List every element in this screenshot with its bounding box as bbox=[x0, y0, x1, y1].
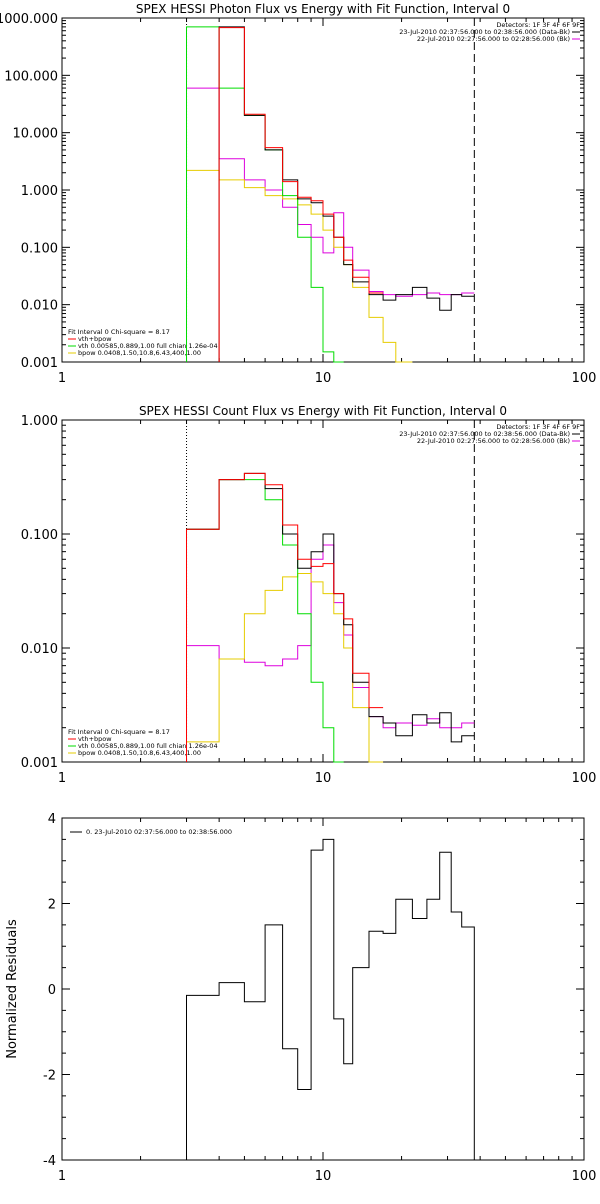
legend-detectors: Detectors: 1F 3F 4F 6F 9F bbox=[496, 423, 580, 431]
x-tick-label: 10 bbox=[315, 371, 332, 386]
y-axis-label: Normalized Residuals bbox=[5, 919, 20, 1059]
x-tick-label: 10 bbox=[315, 1169, 332, 1184]
y-tick-label: 0.010 bbox=[21, 642, 58, 657]
x-tick-label: 1 bbox=[58, 371, 66, 386]
series-bk bbox=[186, 544, 475, 762]
y-tick-label: 0.100 bbox=[21, 528, 58, 543]
legend-bk-interval: 22-Jul-2010 02:27:56.000 to 02:28:56.000… bbox=[417, 35, 570, 43]
y-tick-label: 1000.000 bbox=[0, 12, 58, 27]
y-tick-label: -4 bbox=[43, 1154, 56, 1169]
y-tick-label: -2 bbox=[43, 1069, 56, 1084]
y-tick-label: 0.010 bbox=[21, 299, 58, 314]
legend-model-label: vth+bpow bbox=[78, 735, 112, 743]
legend-model-label: vth+bpow bbox=[78, 335, 112, 343]
legend-bk-interval: 22-Jul-2010 02:27:56.000 to 02:28:56.000… bbox=[417, 437, 570, 445]
series-vth-bpow bbox=[186, 472, 384, 762]
x-tick-label: 100 bbox=[572, 371, 597, 386]
y-tick-label: 0 bbox=[48, 983, 56, 998]
x-tick-label: 10 bbox=[315, 771, 332, 786]
series-data-bk bbox=[218, 26, 475, 362]
legend-model-label: vth 0.00585,0.889,1.00 full chian 1.26e-… bbox=[78, 342, 218, 350]
series-vth bbox=[186, 479, 344, 763]
legend-detectors: Detectors: 1F 3F 4F 6F 9F bbox=[496, 21, 580, 29]
y-tick-label: 2 bbox=[48, 898, 56, 913]
y-tick-label: 10.000 bbox=[13, 127, 59, 142]
x-tick-label: 100 bbox=[572, 1169, 597, 1184]
legend-data-interval: 23-Jul-2010 02:37:56.000 to 02:38:56.000… bbox=[399, 28, 570, 36]
series-residuals bbox=[186, 838, 475, 1160]
legend-data-interval: 23-Jul-2010 02:37:56.000 to 02:38:56.000… bbox=[399, 430, 570, 438]
y-tick-label: 0.100 bbox=[21, 241, 58, 256]
legend-residual-label: 0. 23-Jul-2010 02:37:56.000 to 02:38:56.… bbox=[86, 828, 232, 836]
legend-model-label: vth 0.00585,0.889,1.00 full chian 1.26e-… bbox=[78, 742, 218, 750]
plot-frame-2 bbox=[61, 817, 585, 1161]
series-bk bbox=[186, 87, 475, 362]
series-vth-bpow bbox=[218, 27, 384, 362]
y-tick-label: 100.000 bbox=[4, 69, 58, 84]
y-tick-label: 4 bbox=[48, 812, 56, 827]
x-tick-label: 100 bbox=[572, 771, 597, 786]
chart-title: SPEX HESSI Count Flux vs Energy with Fit… bbox=[139, 404, 507, 418]
x-tick-label: 1 bbox=[58, 771, 66, 786]
legend-model-label: bpow 0.0408,1.50,10.8,6.43,400,1.00 bbox=[78, 349, 201, 357]
y-tick-label: 1.000 bbox=[21, 184, 58, 199]
legend-model-label: bpow 0.0408,1.50,10.8,6.43,400,1.00 bbox=[78, 749, 201, 757]
series-bpow bbox=[186, 573, 384, 763]
legend-fit-interval: Fit Interval 0 Chi-square = 8.17 bbox=[68, 328, 170, 336]
y-tick-label: 0.001 bbox=[21, 356, 58, 371]
y-tick-label: 1.000 bbox=[21, 414, 58, 429]
x-tick-label: 1 bbox=[58, 1169, 66, 1184]
y-tick-label: 0.001 bbox=[21, 756, 58, 771]
chart-title: SPEX HESSI Photon Flux vs Energy with Fi… bbox=[136, 2, 510, 16]
legend-fit-interval: Fit Interval 0 Chi-square = 8.17 bbox=[68, 728, 170, 736]
